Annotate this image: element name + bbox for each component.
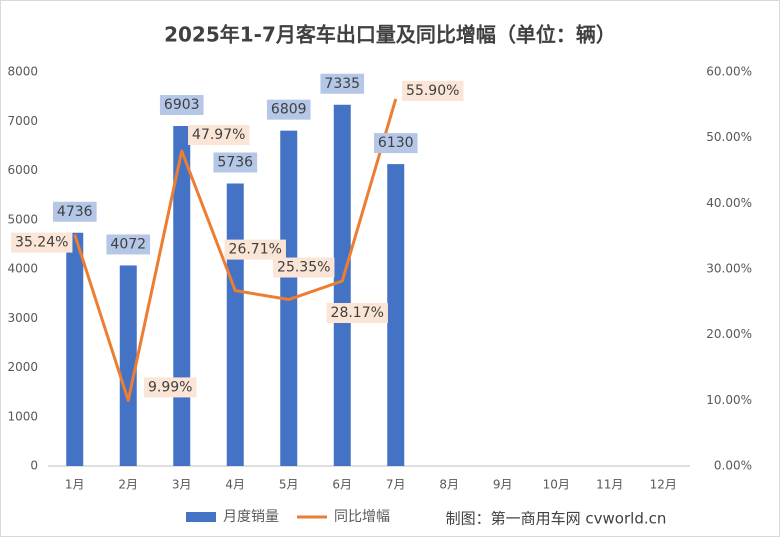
y-tick-label: 3000: [7, 311, 38, 325]
y-tick-label: 4000: [7, 262, 38, 276]
line: [73, 98, 398, 402]
data-label: 26.71%: [229, 242, 282, 258]
bar: [226, 183, 244, 466]
x-tick-label: 3月: [172, 478, 192, 492]
data-label-bg: [273, 257, 335, 278]
data-label-bg: [373, 133, 418, 154]
y-tick-label: 0: [30, 459, 38, 473]
data-label: 6903: [164, 97, 200, 113]
data-label: 6130: [378, 135, 414, 151]
y2-tick-label: 20.00%: [706, 327, 752, 341]
x-tick-label: 1月: [65, 478, 85, 492]
data-label: 9.99%: [148, 379, 192, 395]
data-label: 7335: [324, 76, 360, 92]
y2-tick-label: 30.00%: [706, 262, 752, 276]
data-label: 5736: [217, 155, 253, 171]
legend-label: 月度销量: [223, 509, 279, 525]
x-tick-label: 8月: [439, 478, 459, 492]
data-label: 55.90%: [406, 83, 459, 99]
y-tick-label: 8000: [7, 65, 38, 79]
data-label-bg: [144, 377, 197, 398]
x-tick-label: 6月: [332, 478, 352, 492]
data-label-bg: [52, 201, 97, 222]
data-label-bg: [11, 232, 73, 253]
bar: [333, 104, 351, 466]
y-tick-label: 6000: [7, 163, 38, 177]
legend-swatch: [186, 512, 216, 522]
data-label: 35.24%: [15, 235, 68, 251]
y-tick-label: 7000: [7, 114, 38, 128]
x-tick-label: 7月: [386, 478, 406, 492]
chart-title: 2025年1-7月客车出口量及同比增幅（单位：辆）: [164, 23, 616, 47]
legend-label: 同比增幅: [334, 509, 390, 525]
data-label: 6809: [271, 102, 307, 118]
y2-tick-label: 50.00%: [706, 130, 752, 144]
y-tick-label: 5000: [7, 212, 38, 226]
bar: [66, 232, 84, 466]
data-label-bg: [188, 124, 250, 145]
credit: 制图：第一商用车网 cvworld.cn: [446, 510, 667, 528]
bar: [387, 164, 405, 466]
y-tick-label: 2000: [7, 360, 38, 374]
data-label-bg: [159, 95, 204, 116]
y2-tick-label: 0.00%: [714, 459, 752, 473]
data-label-bg: [320, 73, 365, 94]
y2-tick-label: 60.00%: [706, 65, 752, 79]
data-label-bg: [224, 239, 286, 260]
data-label-bg: [266, 99, 311, 120]
data-label: 4072: [110, 236, 146, 252]
x-tick-label: 5月: [279, 478, 299, 492]
y-tick-label: 1000: [7, 409, 38, 423]
data-label-bg: [326, 303, 388, 324]
data-label: 47.97%: [192, 127, 245, 143]
data-label-bg: [213, 152, 258, 173]
data-label: 25.35%: [277, 260, 330, 276]
y2-tick-label: 40.00%: [706, 196, 752, 210]
x-tick-label: 11月: [596, 478, 623, 492]
x-tick-label: 4月: [225, 478, 245, 492]
x-tick-label: 9月: [493, 478, 513, 492]
y2-tick-label: 10.00%: [706, 393, 752, 407]
data-label: 4736: [57, 204, 93, 220]
x-tick-label: 10月: [543, 478, 570, 492]
bar: [119, 265, 137, 466]
data-label-bg: [106, 234, 151, 255]
data-label-bg: [402, 80, 464, 101]
x-tick-label: 2月: [118, 478, 138, 492]
x-tick-label: 12月: [650, 478, 677, 492]
data-label: 28.17%: [331, 305, 384, 321]
